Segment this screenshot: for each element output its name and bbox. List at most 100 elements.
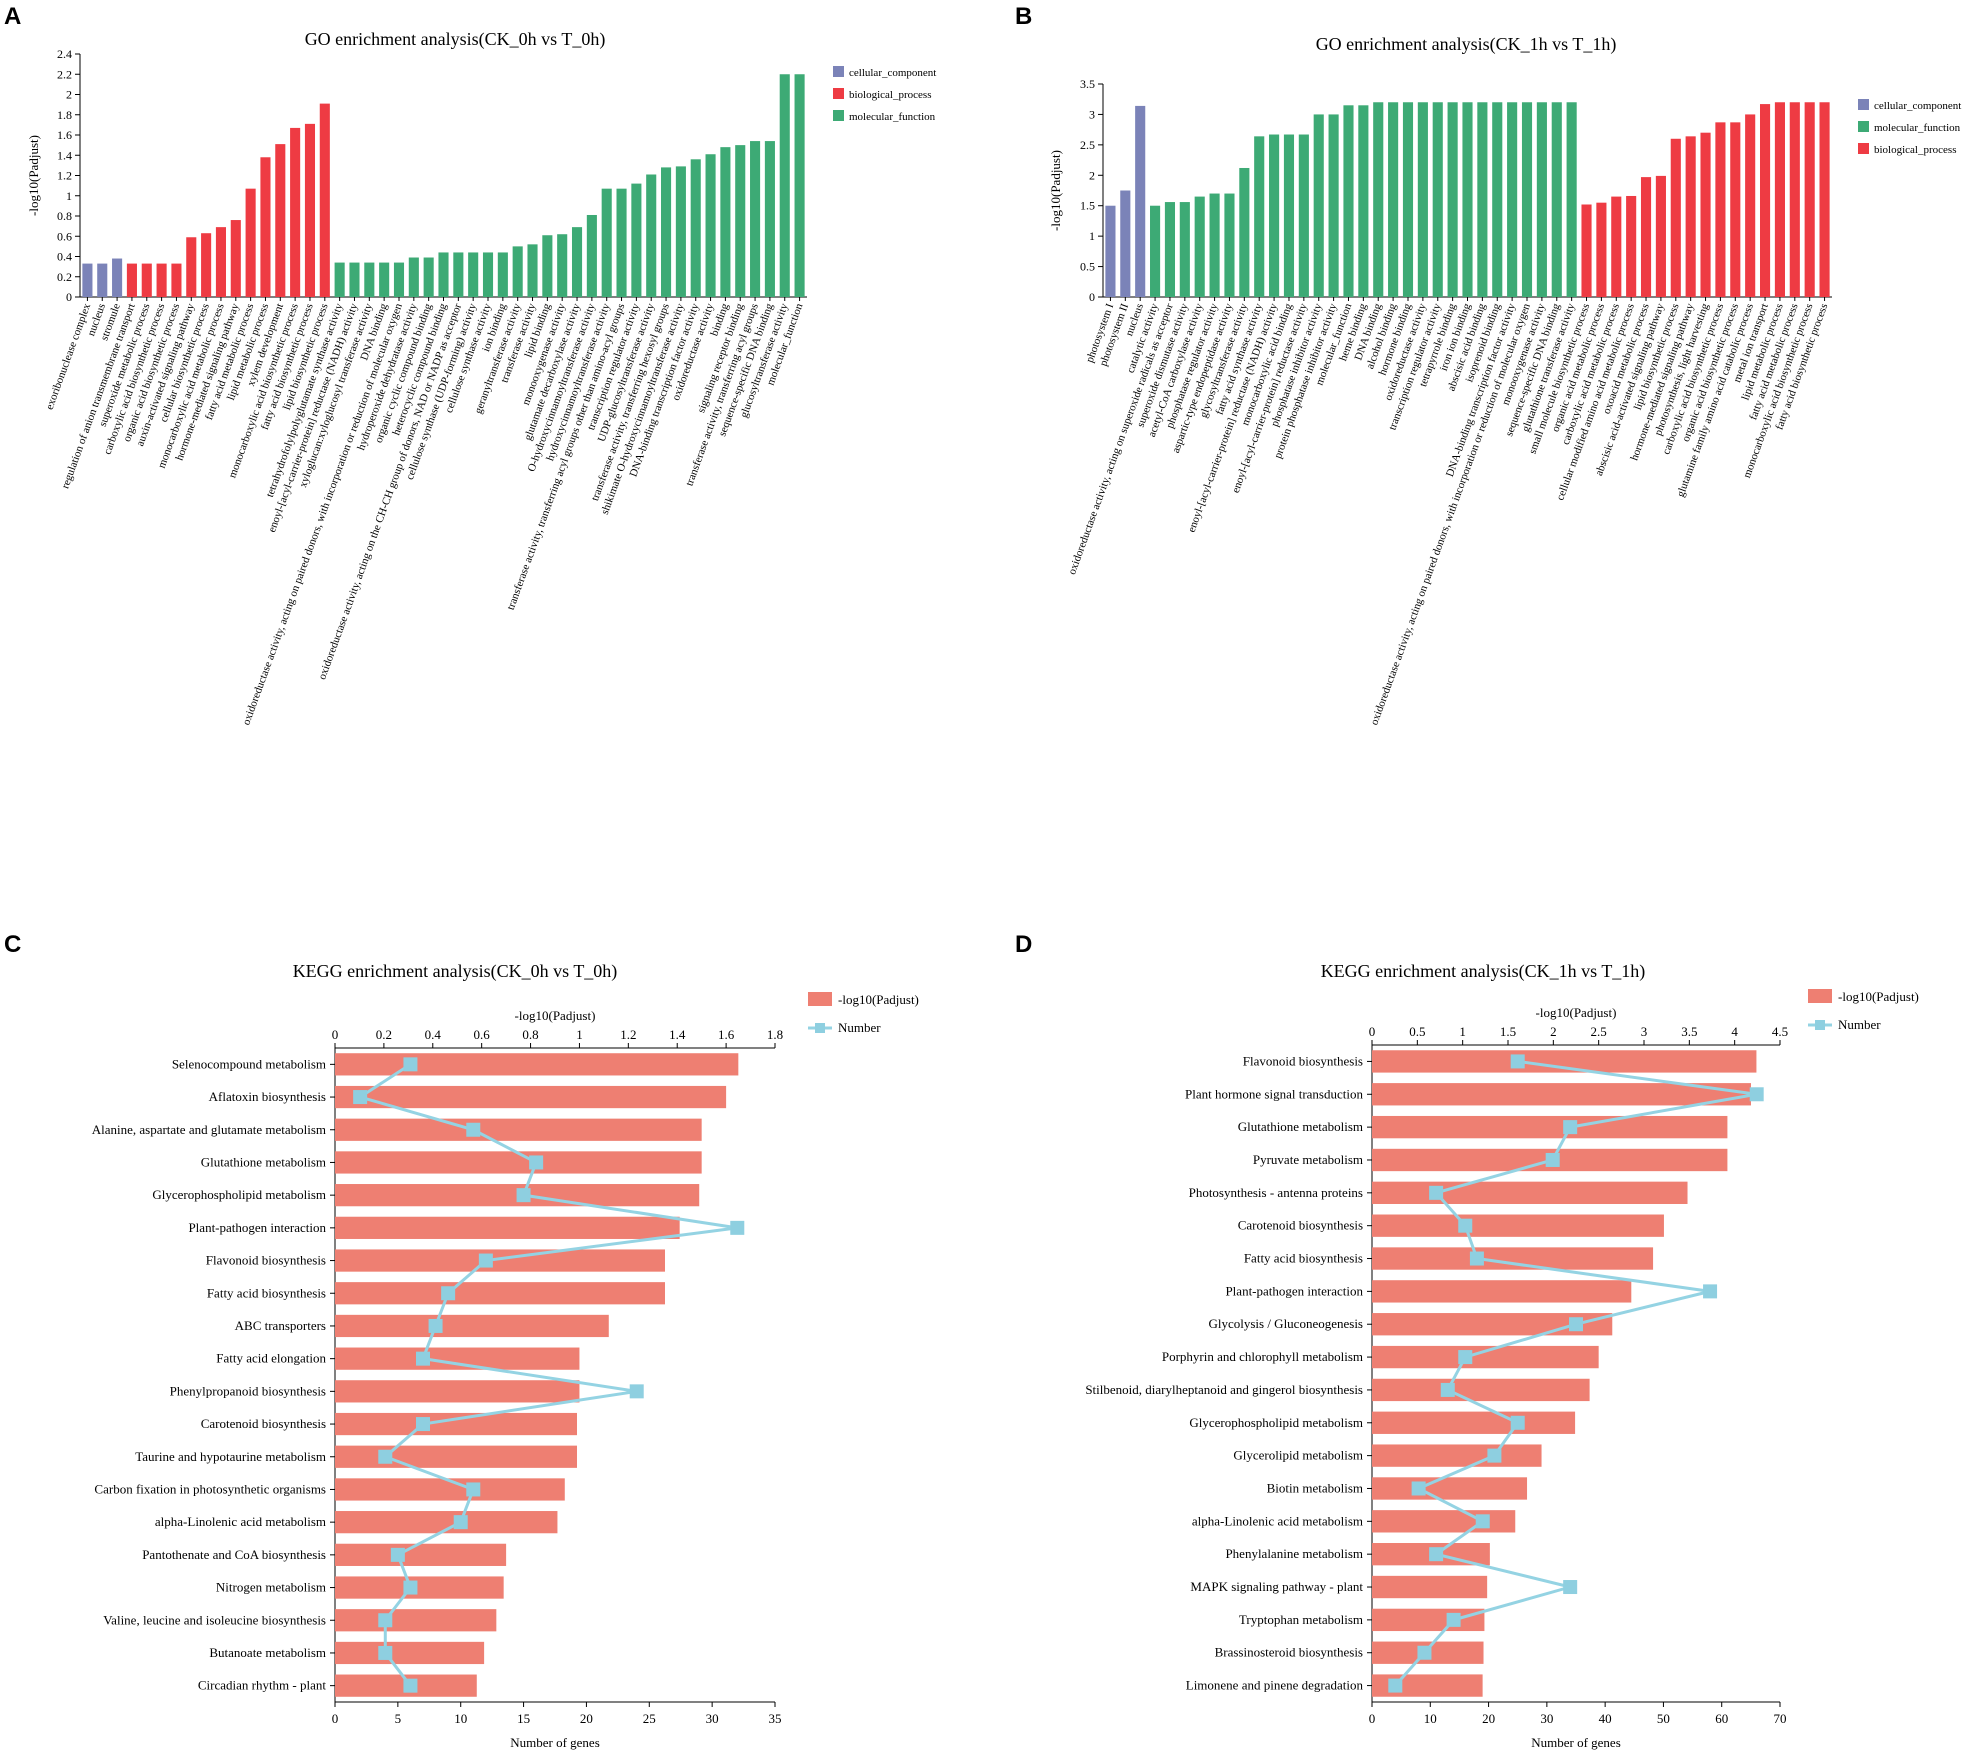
bar	[764, 141, 775, 297]
bar	[1715, 122, 1726, 297]
bar	[1670, 138, 1681, 297]
category-label: Butanoate metabolism	[209, 1645, 326, 1660]
bar	[1819, 102, 1830, 297]
category-label: Glutathione metabolism	[1238, 1119, 1363, 1134]
bottom-tick-label: 70	[1774, 1711, 1787, 1726]
bar	[1774, 102, 1785, 297]
category-label: Plant-pathogen interaction	[188, 1220, 326, 1235]
number-marker	[466, 1482, 481, 1497]
category-label: Fatty acid biosynthesis	[1244, 1251, 1363, 1266]
bar	[97, 263, 108, 297]
y-tick-label: 1.2	[57, 169, 72, 183]
go-chart-panel-b: B GO enrichment analysis(CK_1h vs T_1h) 0 0…	[1015, 3, 1961, 727]
legend-swatch	[1858, 121, 1869, 132]
bar	[1372, 1378, 1590, 1402]
x-tick-label: oxidoreductase activity, acting on super…	[1066, 302, 1176, 577]
number-marker	[1388, 1678, 1403, 1693]
bar	[335, 1118, 702, 1141]
top-tick-label: 4	[1731, 1024, 1738, 1039]
category-label: Fatty acid biosynthesis	[207, 1285, 326, 1300]
bar	[1120, 190, 1131, 297]
bottom-tick-label: 30	[1540, 1711, 1553, 1726]
category-label: Carbon fixation in photosynthetic organi…	[94, 1481, 326, 1496]
category-label: Pyruvate metabolism	[1253, 1152, 1363, 1167]
bottom-tick-label: 40	[1599, 1711, 1612, 1726]
bar	[1209, 193, 1220, 297]
legend-label: -log10(Padjust)	[1838, 989, 1919, 1004]
number-marker	[403, 1580, 418, 1595]
bottom-tick-label: 20	[1482, 1711, 1495, 1726]
bar	[393, 262, 405, 297]
number-marker	[466, 1122, 481, 1137]
bar	[245, 188, 256, 297]
bottom-tick-label: 20	[580, 1711, 593, 1726]
bottom-tick-label: 30	[706, 1711, 719, 1726]
bar	[82, 263, 93, 297]
bottom-tick-label: 10	[454, 1711, 467, 1726]
bar	[335, 1576, 504, 1599]
bar	[1730, 122, 1741, 297]
number-marker	[428, 1318, 443, 1333]
bar	[1372, 1181, 1688, 1204]
top-tick-label: 0.6	[474, 1027, 491, 1042]
bar	[1566, 102, 1577, 297]
category-label: Aflatoxin biosynthesis	[209, 1089, 326, 1104]
number-marker	[1749, 1087, 1764, 1102]
category-label: Stilbenoid, diarylheptanoid and gingerol…	[1085, 1382, 1363, 1397]
bar	[335, 1641, 485, 1665]
number-marker	[1458, 1350, 1473, 1365]
category-label: Phenylpropanoid biosynthesis	[170, 1383, 326, 1398]
x-tick-label: exoribonuclease complex	[44, 301, 94, 411]
bar	[1358, 105, 1369, 297]
number-marker	[378, 1645, 393, 1660]
top-tick-label: 1.2	[620, 1027, 636, 1042]
bar	[1283, 134, 1295, 297]
bar	[779, 74, 790, 297]
top-tick-label: 1	[576, 1027, 583, 1042]
y-tick-label: 1	[66, 189, 72, 203]
bar	[1477, 102, 1488, 297]
bar	[379, 262, 390, 297]
bar	[1164, 202, 1176, 297]
bar	[304, 123, 316, 297]
category-label: Phenylalanine metabolism	[1225, 1546, 1363, 1561]
category-label: Glutathione metabolism	[201, 1154, 326, 1169]
bar	[1388, 102, 1399, 297]
bar	[482, 252, 494, 297]
legend-label: biological_process	[1874, 144, 1956, 156]
number-marker	[629, 1384, 644, 1399]
y-tick-label: 2	[66, 88, 72, 102]
bottom-tick-label: 5	[395, 1711, 402, 1726]
bar	[1685, 136, 1696, 297]
number-marker	[378, 1449, 393, 1464]
bottom-tick-label: 25	[643, 1711, 656, 1726]
bar	[1372, 1444, 1542, 1467]
bar	[1372, 1214, 1664, 1237]
bar	[735, 145, 746, 297]
category-label: alpha-Linolenic acid metabolism	[1192, 1513, 1363, 1528]
bar	[750, 141, 761, 297]
bar	[1655, 175, 1666, 297]
bar	[453, 252, 464, 297]
bottom-tick-label: 10	[1424, 1711, 1437, 1726]
bar	[230, 220, 241, 297]
go-chart-panel-a: A GO enrichment analysis(CK_0h vs T_0h) 0 0…	[4, 3, 936, 727]
panel-label: B	[1015, 3, 1032, 30]
y-tick-label: 0.8	[57, 209, 72, 223]
bar	[1462, 102, 1473, 297]
legend-label: biological_process	[849, 89, 931, 101]
category-label: Photosynthesis - antenna proteins	[1189, 1185, 1363, 1200]
category-label: Porphyrin and chlorophyll metabolism	[1162, 1349, 1363, 1364]
bottom-tick-label: 0	[332, 1711, 339, 1726]
bar	[586, 214, 597, 297]
y-tick-label: 2	[1089, 168, 1095, 182]
bar	[675, 166, 686, 297]
top-axis-label: -log10(Padjust)	[1536, 1005, 1617, 1020]
bar	[335, 1412, 577, 1436]
bar	[1372, 1247, 1654, 1270]
number-line	[1394, 1059, 1757, 1687]
y-tick-label: 2.4	[57, 47, 72, 61]
y-tick-label: 1.5	[1080, 199, 1095, 213]
legend-swatch	[808, 992, 832, 1006]
bar	[335, 1249, 665, 1272]
